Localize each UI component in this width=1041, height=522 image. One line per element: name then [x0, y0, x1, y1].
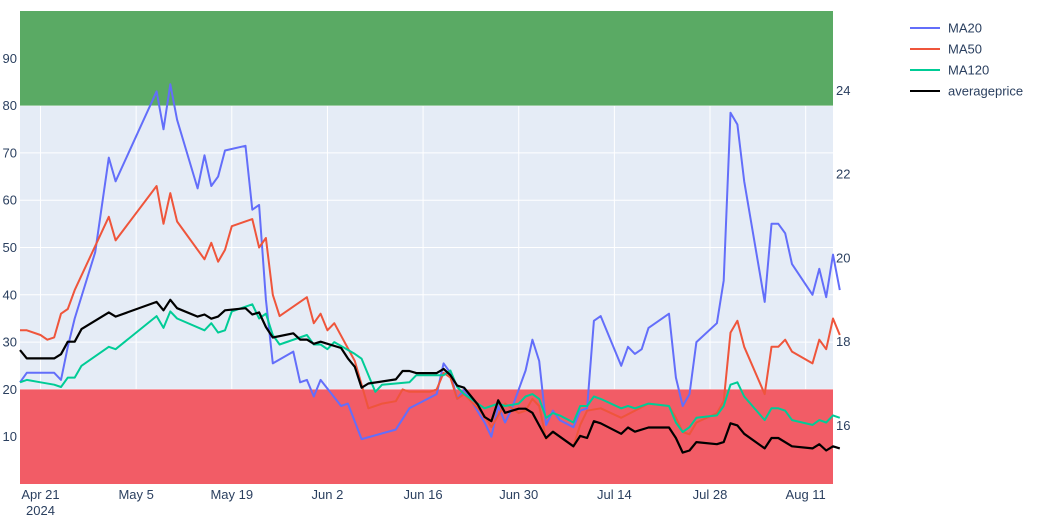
band-oversold	[20, 389, 833, 484]
legend-label: MA120	[948, 63, 989, 78]
legend-item-ma50[interactable]: MA50	[910, 42, 982, 57]
legend-item-ma120[interactable]: MA120	[910, 63, 989, 78]
y-right-tick-label: 22	[836, 167, 850, 182]
x-tick-label: May 19	[210, 487, 253, 502]
x-tick-label: May 5	[118, 487, 153, 502]
series-line-averageprice	[19, 298, 841, 454]
legend-label: MA50	[948, 42, 982, 57]
x-tick-label: Jul 28	[693, 487, 728, 502]
x-tick-label: Aug 11	[786, 487, 826, 502]
y-right-tick-label: 20	[836, 250, 850, 265]
series-line-ma50	[20, 185, 841, 448]
x-tick-label: Jun 16	[404, 487, 443, 502]
legend-label: averageprice	[948, 84, 1023, 99]
series-line-ma20	[19, 83, 841, 441]
y-left-tick-label: 10	[3, 429, 17, 444]
series-lines	[19, 83, 841, 454]
x-tick-label: Jul 14	[597, 487, 632, 502]
y-left-tick-label: 60	[3, 193, 17, 208]
y-left-tick-label: 50	[3, 240, 17, 255]
legend-item-averageprice[interactable]: averageprice	[910, 84, 1023, 99]
y-axis-left: 10 20 30 40 50 60 70 80 90	[3, 51, 17, 444]
y-left-tick-label: 90	[3, 51, 17, 66]
x-tick-year-label: 2024	[26, 503, 55, 517]
y-right-tick-label: 24	[836, 83, 850, 98]
y-axis-right: 16 18 20 22 24	[836, 83, 850, 433]
legend-item-ma20[interactable]: MA20	[910, 21, 982, 36]
y-left-tick-label: 40	[3, 287, 17, 302]
legend[interactable]: MA20 MA50 MA120 averageprice	[910, 21, 1023, 99]
y-right-tick-label: 16	[836, 418, 850, 433]
threshold-bands	[20, 11, 833, 484]
x-tick-label: Jun 30	[499, 487, 538, 502]
y-left-tick-label: 80	[3, 98, 17, 113]
y-left-tick-label: 20	[3, 382, 17, 397]
x-tick-label: Apr 21	[21, 487, 59, 502]
series-line-ma120	[19, 303, 841, 433]
y-left-tick-label: 30	[3, 335, 17, 350]
y-left-tick-label: 70	[3, 145, 17, 160]
band-overbought	[20, 11, 833, 106]
x-tick-label: Jun 2	[312, 487, 344, 502]
legend-label: MA20	[948, 21, 982, 36]
y-right-tick-label: 18	[836, 334, 850, 349]
